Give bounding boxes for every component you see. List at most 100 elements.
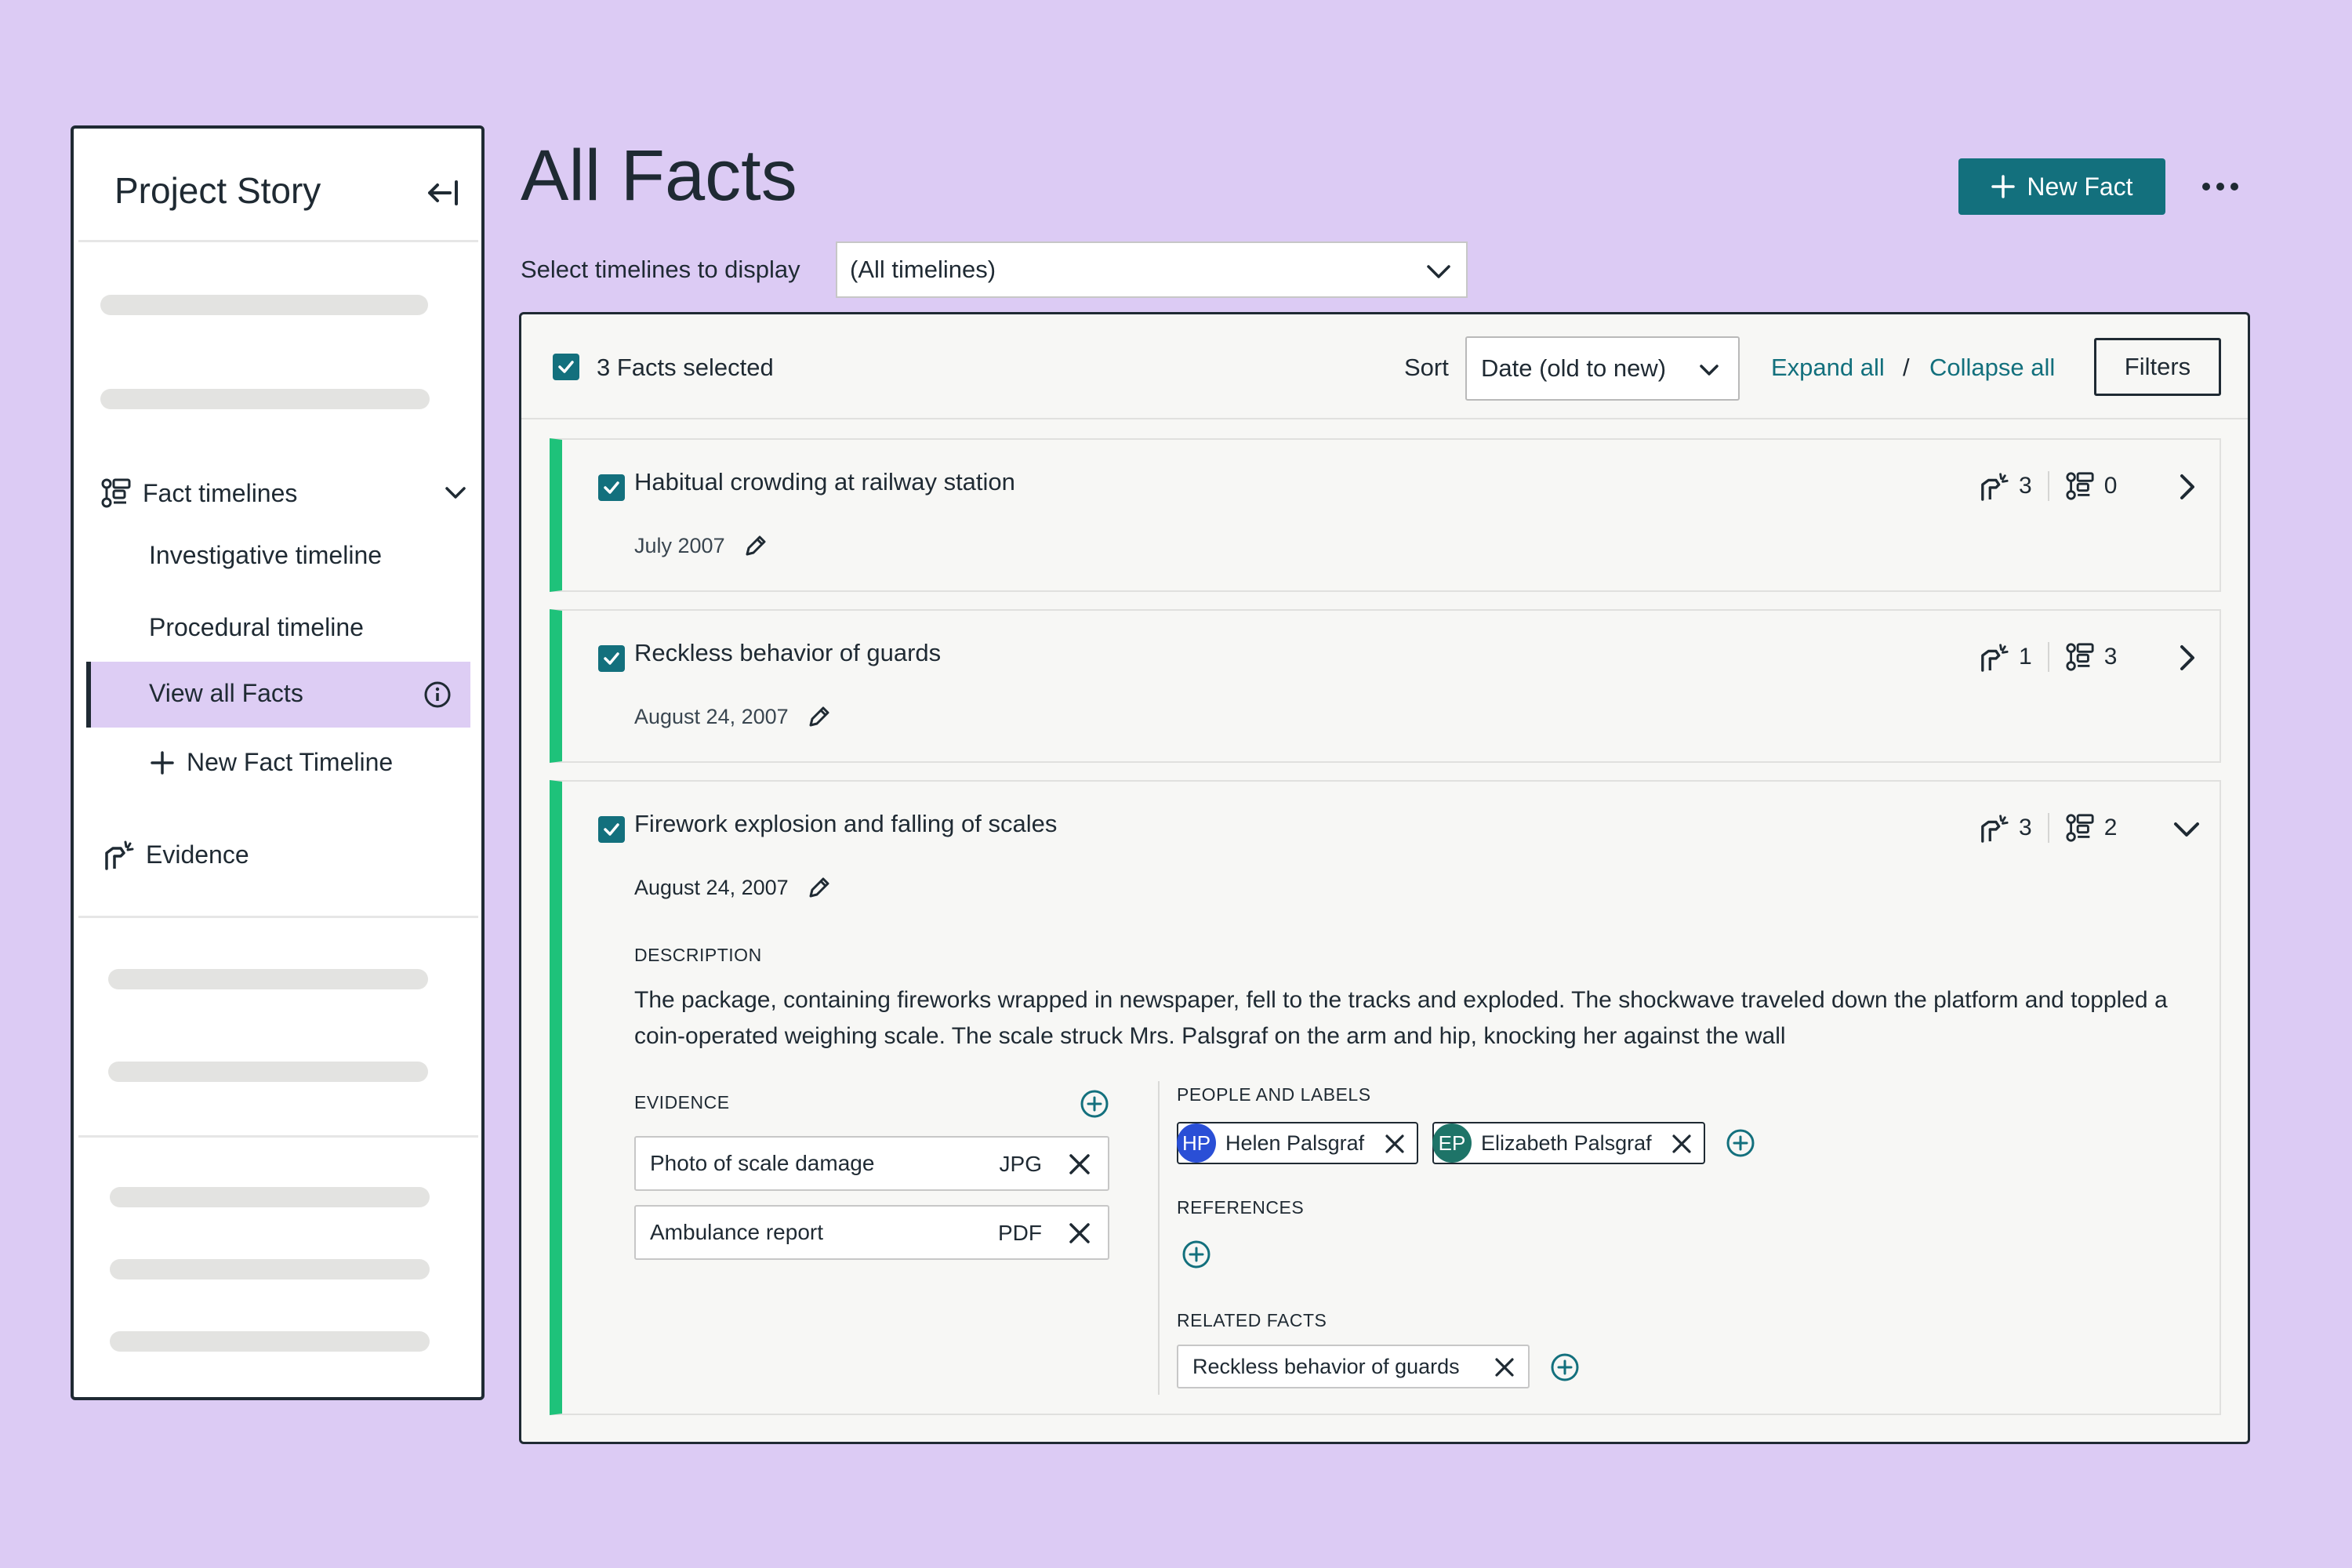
evidence-count-value: 1 [2019,644,2032,670]
expand-all-link[interactable]: Expand all [1771,354,1885,381]
evidence-icon [1980,471,2009,501]
evidence-item[interactable]: Ambulance report PDF [634,1205,1109,1260]
related-fact-chip[interactable]: Reckless behavior of guards [1177,1345,1530,1388]
remove-icon[interactable] [1067,1152,1092,1182]
evidence-icon [1980,813,2009,843]
chevron-down-icon[interactable] [2171,813,2202,844]
toolbar-divider [521,418,2248,419]
sidebar-item-evidence[interactable]: Evidence [103,839,249,870]
pencil-icon[interactable] [742,532,769,559]
count-separator [2047,813,2049,843]
sort-value: Date (old to new) [1481,354,1667,382]
fact-timelines-label: Fact timelines [143,478,298,507]
skeleton-line [110,1187,430,1207]
skeleton-line [100,389,430,409]
evidence-count-value: 3 [2019,815,2032,840]
evidence-label: EVIDENCE [634,1092,730,1112]
remove-icon[interactable] [1067,1221,1092,1251]
fact-timelines-section[interactable]: Fact timelines [100,474,469,513]
fact-title[interactable]: Habitual crowding at railway station [634,468,1015,495]
fact-counts: 3 2 [1980,813,2117,843]
divider [78,240,478,242]
new-fact-label: New Fact [2027,172,2133,201]
timeline-count: 3 [2065,642,2117,672]
add-evidence-icon[interactable] [1080,1089,1109,1119]
fact-card[interactable]: Habitual crowding at railway station Jul… [550,438,2221,592]
chevron-down-icon [1425,259,1452,292]
fact-date-text: July 2007 [634,533,725,557]
divider [78,916,478,918]
add-person-icon[interactable] [1726,1128,1755,1158]
fact-card[interactable]: Reckless behavior of guards August 24, 2… [550,609,2221,763]
evidence-type: PDF [998,1221,1042,1245]
fact-checkbox[interactable] [598,816,625,843]
timeline-count-value: 2 [2103,815,2118,840]
collapse-sidebar-icon[interactable] [426,177,461,209]
sidebar-item-label: New Fact Timeline [187,748,394,776]
count-separator [2047,471,2049,501]
avatar: HP [1177,1123,1216,1163]
evidence-count-value: 3 [2019,473,2032,499]
evidence-icon [103,839,135,870]
timeline-select-value: (All timelines) [850,256,996,283]
new-fact-timeline-button[interactable]: New Fact Timeline [149,748,393,777]
plus-icon [149,750,176,776]
timeline-select-label: Select timelines to display [521,256,800,283]
pencil-icon[interactable] [806,703,833,730]
count-separator [2047,642,2049,672]
facts-panel: 3 Facts selected Sort Date (old to new) … [519,312,2250,1444]
person-name: Helen Palsgraf [1225,1131,1365,1155]
related-fact-title: Reckless behavior of guards [1192,1354,1460,1378]
skeleton-line [108,969,428,989]
sidebar-item-procedural-timeline[interactable]: Procedural timeline [149,613,364,642]
fact-counts: 3 0 [1980,471,2117,501]
select-all-checkbox[interactable] [553,354,579,380]
timeline-count: 2 [2065,813,2118,843]
filters-button[interactable]: Filters [2094,338,2221,396]
info-icon[interactable] [423,681,452,713]
description-label: DESCRIPTION [634,945,762,965]
fact-card-expanded[interactable]: Firework explosion and falling of scales… [550,780,2221,1415]
remove-icon[interactable] [1671,1133,1693,1160]
skeleton-line [100,295,428,315]
project-title: Project Story [114,170,321,211]
add-related-fact-icon[interactable] [1550,1352,1580,1382]
person-chip[interactable]: HP Helen Palsgraf [1177,1122,1418,1164]
fact-checkbox[interactable] [598,645,625,672]
chevron-right-icon[interactable] [2171,471,2202,503]
fact-checkbox[interactable] [598,474,625,501]
sort-label: Sort [1404,354,1449,381]
people-labels-label: PEOPLE AND LABELS [1177,1084,1371,1105]
divider [78,1135,478,1138]
selected-count: 3 Facts selected [597,354,774,381]
sidebar-item-label: Investigative timeline [149,541,383,569]
remove-icon[interactable] [1384,1133,1406,1160]
plus-icon [1991,174,2016,199]
fact-title[interactable]: Firework explosion and falling of scales [634,810,1058,837]
pencil-icon[interactable] [806,874,833,901]
sort-select[interactable]: Date (old to new) [1465,336,1740,401]
more-options-icon[interactable] [2201,168,2239,205]
skeleton-line [110,1259,430,1279]
fact-title[interactable]: Reckless behavior of guards [634,639,942,666]
chevron-right-icon[interactable] [2171,642,2202,673]
sidebar-item-investigative-timeline[interactable]: Investigative timeline [149,541,382,570]
remove-icon[interactable] [1494,1356,1515,1384]
chevron-down-icon[interactable] [442,480,469,513]
evidence-count: 3 [1980,813,2032,843]
add-reference-icon[interactable] [1181,1240,1211,1269]
person-chip[interactable]: EP Elizabeth Palsgraf [1432,1122,1705,1164]
sidebar-item-view-all-facts[interactable]: View all Facts [86,662,470,728]
sidebar-item-label: Evidence [146,840,249,869]
fact-date: August 24, 2007 [634,874,833,901]
sidebar-item-label: Procedural timeline [149,613,364,641]
collapse-all-link[interactable]: Collapse all [1929,354,2056,381]
evidence-item[interactable]: Photo of scale damage JPG [634,1136,1109,1191]
related-facts-label: RELATED FACTS [1177,1310,1327,1330]
timeline-select[interactable]: (All timelines) [836,241,1468,298]
new-fact-button[interactable]: New Fact [1958,158,2165,215]
timeline-icon [2065,813,2095,843]
fact-date: August 24, 2007 [634,703,833,730]
evidence-count: 1 [1980,642,2032,672]
evidence-icon [1980,642,2009,672]
